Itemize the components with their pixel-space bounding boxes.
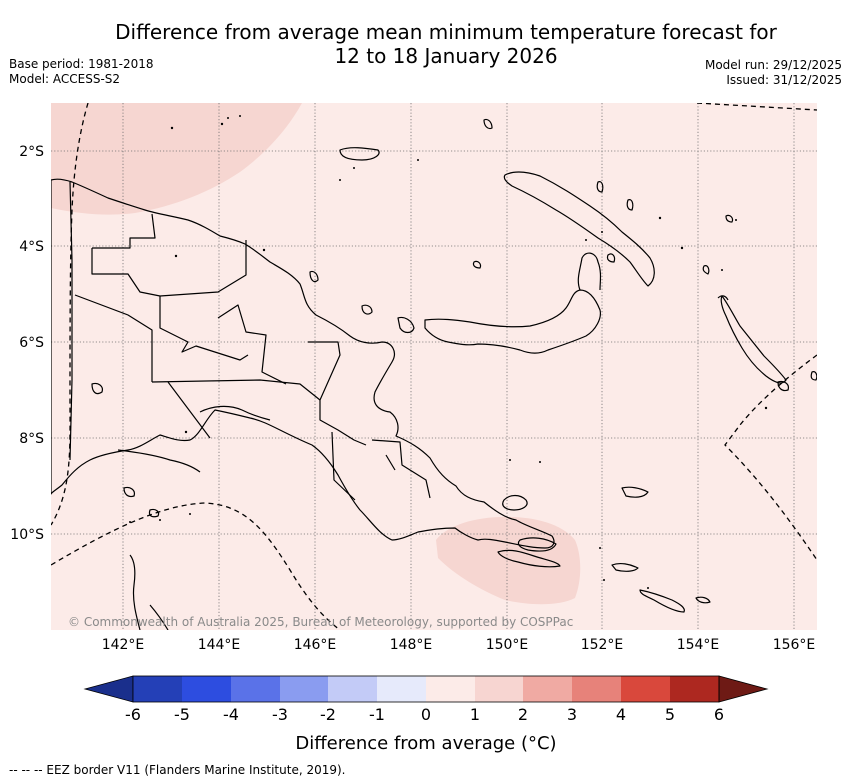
- colorbar-label: 6: [714, 705, 724, 724]
- colorbar-label: -4: [223, 705, 239, 724]
- colorbar-bin: [572, 676, 621, 702]
- new-guinea-mainland: [51, 178, 555, 549]
- lon-label-156e: 156°E: [773, 637, 816, 653]
- lat-label-8s: 8°S: [19, 431, 44, 447]
- colorbar-label: 4: [616, 705, 626, 724]
- colorbar-label: 0: [421, 705, 431, 724]
- anomaly-patch-northwest: [51, 103, 302, 215]
- colorbar-label: -5: [174, 705, 190, 724]
- colorbar-bin: [133, 676, 182, 702]
- colorbar-extend-low: [83, 675, 134, 703]
- colorbar-label: 1: [470, 705, 480, 724]
- lon-label-146e: 146°E: [294, 637, 337, 653]
- lon-label-148e: 148°E: [390, 637, 433, 653]
- colorbar-label: 2: [518, 705, 528, 724]
- colorbar-bin: [426, 676, 475, 702]
- colorbar-bin: [670, 676, 719, 702]
- lat-labels: 2°S 4°S 6°S 8°S 10°S: [10, 144, 44, 543]
- lon-labels: 142°E 144°E 146°E 148°E 150°E 152°E 154°…: [102, 637, 816, 653]
- colorbar-extend-high: [718, 675, 769, 703]
- international-border: [69, 181, 73, 461]
- lon-label-154e: 154°E: [677, 637, 720, 653]
- colorbar-bin: [523, 676, 572, 702]
- land-outlines: [51, 118, 817, 630]
- colorbar-label: -2: [320, 705, 336, 724]
- model-name: Model: ACCESS-S2: [9, 72, 121, 86]
- base-period: Base period: 1981-2018: [9, 57, 154, 71]
- eez-footnote: -- -- -- EEZ border V11 (Flanders Marine…: [9, 763, 346, 777]
- meta-right: Model run: 29/12/2025 Issued: 31/12/2025: [705, 58, 842, 88]
- colorbar-frame: [132, 675, 720, 703]
- new-ireland: [503, 171, 655, 287]
- colorbar-bin: [475, 676, 523, 702]
- title-line-1: Difference from average mean minimum tem…: [115, 20, 777, 44]
- lon-label-152e: 152°E: [581, 637, 624, 653]
- colorbar-label: 5: [665, 705, 675, 724]
- lon-label-150e: 150°E: [486, 637, 529, 653]
- small-islands: [129, 115, 768, 589]
- colorbar-label: -1: [369, 705, 385, 724]
- colorbar-label: -6: [125, 705, 141, 724]
- colorbar-bin: [231, 676, 280, 702]
- colorbar-bin: [328, 676, 377, 702]
- colorbar-label: 3: [567, 705, 577, 724]
- colorbar: -6 -5 -4 -3 -2 -1 0 1 2 3 4 5 6 Differen…: [83, 675, 769, 754]
- colorbar-bin: [377, 676, 426, 702]
- title-line-2: 12 to 18 January 2026: [334, 44, 558, 68]
- colorbar-bin: [621, 676, 670, 702]
- colorbar-bin: [182, 676, 231, 702]
- copyright-credit: © Commonwealth of Australia 2025, Bureau…: [68, 615, 573, 629]
- map-title: Difference from average mean minimum tem…: [96, 20, 796, 68]
- lat-label-4s: 4°S: [19, 239, 44, 255]
- lat-label-6s: 6°S: [19, 335, 44, 351]
- new-britain: [424, 289, 601, 354]
- model-run: Model run: 29/12/2025: [704, 58, 842, 72]
- colorbar-title: Difference from average (°C): [295, 733, 556, 754]
- lon-label-144e: 144°E: [198, 637, 241, 653]
- lat-label-10s: 10°S: [10, 527, 44, 543]
- meta-left: Base period: 1981-2018 Model: ACCESS-S2: [9, 57, 154, 87]
- lat-label-2s: 2°S: [19, 144, 44, 160]
- colorbar-label: -3: [272, 705, 288, 724]
- colorbar-bin: [280, 676, 328, 702]
- issued-date: Issued: 31/12/2025: [726, 73, 842, 87]
- eez-borders: [51, 103, 817, 630]
- lon-label-142e: 142°E: [102, 637, 145, 653]
- manus: [339, 147, 380, 161]
